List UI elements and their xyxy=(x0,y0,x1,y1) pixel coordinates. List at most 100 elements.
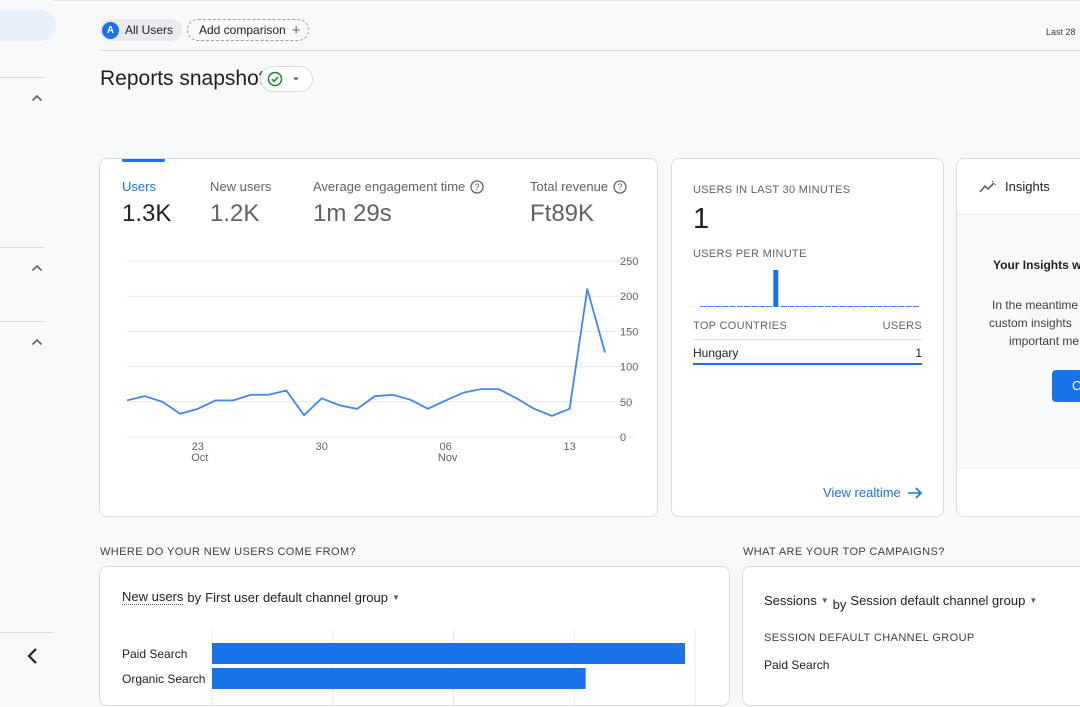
new-users-card-title: New users by First user default channel … xyxy=(122,589,400,605)
users-per-minute-chart[interactable] xyxy=(693,265,922,309)
users-series-line xyxy=(126,288,606,417)
minute-bar xyxy=(832,306,839,307)
metric-value: 1m 29s xyxy=(313,200,392,227)
insights-text: In the meantime xyxy=(992,298,1079,312)
new-users-section-heading: WHERE DO YOUR NEW USERS COME FROM? xyxy=(100,546,357,558)
metric-dropdown[interactable]: Sessions xyxy=(764,593,817,608)
minute-bar xyxy=(707,306,714,307)
insights-body xyxy=(957,215,1080,469)
minute-bar xyxy=(700,306,707,307)
view-realtime-link[interactable]: View realtime xyxy=(823,485,923,500)
insights-title: Insights xyxy=(1005,179,1050,194)
y-tick-label: 50 xyxy=(620,397,632,409)
countries-header: TOP COUNTRIES xyxy=(693,320,787,332)
bar-category-label: Organic Search xyxy=(122,672,205,686)
minute-bar xyxy=(883,306,890,307)
chevron-up-icon[interactable] xyxy=(29,90,45,106)
channel-bar xyxy=(212,643,685,664)
view-realtime-label: View realtime xyxy=(823,485,901,500)
metric-label: Users xyxy=(122,179,156,194)
minute-bar xyxy=(773,270,779,307)
table-divider xyxy=(693,339,922,340)
insights-header: Insights xyxy=(957,159,1080,215)
campaigns-card-title: Sessions ▼ by Session default channel gr… xyxy=(764,589,1037,612)
minute-bar xyxy=(854,306,861,307)
metric-tab-total-revenue[interactable]: Total revenue ? Ft89K xyxy=(530,179,627,228)
minute-bar xyxy=(795,306,802,307)
x-tick-label: 13 xyxy=(563,441,575,453)
y-tick-label: 100 xyxy=(620,362,638,374)
table-column-header: SESSION DEFAULT CHANNEL GROUP xyxy=(764,632,975,644)
minute-bar xyxy=(736,306,743,307)
metric-dropdown[interactable]: New users xyxy=(122,589,184,605)
help-icon[interactable]: ? xyxy=(613,179,627,194)
caret-down-icon: ▼ xyxy=(820,596,829,605)
users-per-minute-label: USERS PER MINUTE xyxy=(693,248,807,260)
x-tick-month-label: Nov xyxy=(438,452,458,464)
dimension-dropdown[interactable]: Session default channel group xyxy=(850,593,1026,608)
metric-tab-new-users[interactable]: New users 1.2K xyxy=(210,179,271,228)
arrow-right-icon xyxy=(907,486,922,499)
minute-bar xyxy=(714,306,721,307)
table-row-label[interactable]: Paid Search xyxy=(764,658,830,672)
country-users: 1 xyxy=(915,346,922,360)
row-value-bar xyxy=(693,363,922,365)
minute-bar xyxy=(839,306,846,307)
minute-bar xyxy=(744,306,751,307)
minute-bar xyxy=(810,306,817,307)
dimension-dropdown[interactable]: First user default channel group xyxy=(205,589,388,605)
left-nav-rail xyxy=(0,0,56,675)
x-tick-month-label: Oct xyxy=(191,452,208,464)
minute-bar xyxy=(758,306,765,307)
y-tick-label: 200 xyxy=(620,291,638,303)
minute-bar xyxy=(898,306,905,307)
nav-divider xyxy=(0,247,45,248)
segment-label: All Users xyxy=(125,23,174,37)
check-circle-icon xyxy=(267,71,283,87)
table-row[interactable]: Hungary 1 xyxy=(693,346,922,360)
nav-divider xyxy=(0,321,45,322)
x-tick-label: 06 xyxy=(440,441,452,453)
minute-bar xyxy=(868,306,875,307)
y-tick-label: 150 xyxy=(620,326,638,338)
svg-text:?: ? xyxy=(475,182,480,192)
page-title: Reports snapshot xyxy=(100,67,265,90)
metric-tab-engagement-time[interactable]: Average engagement time ? 1m 29s xyxy=(313,179,484,228)
metric-value: 1.2K xyxy=(210,200,260,227)
chevron-up-icon[interactable] xyxy=(29,260,45,276)
minute-bar xyxy=(722,306,729,307)
countries-table-header: TOP COUNTRIES USERS xyxy=(693,320,922,332)
chevron-up-icon[interactable] xyxy=(29,334,45,350)
by-text: by xyxy=(187,589,202,605)
collapse-nav-icon[interactable] xyxy=(22,645,44,667)
date-range-label[interactable]: Last 28 xyxy=(1046,27,1076,37)
metric-tab-users[interactable]: Users 1.3K xyxy=(122,179,171,228)
minute-bar xyxy=(890,306,897,307)
minute-bar xyxy=(846,306,853,307)
top-campaigns-card: Sessions ▼ by Session default channel gr… xyxy=(742,566,1080,706)
nav-divider xyxy=(0,77,45,78)
metrics-overview-card: Users 1.3K New users 1.2K Average engage… xyxy=(99,158,658,517)
svg-text:?: ? xyxy=(618,182,623,192)
insights-heading: Your Insights w xyxy=(993,258,1080,272)
metric-label: New users xyxy=(210,179,272,194)
insights-text: custom insights xyxy=(989,316,1072,330)
minute-bar xyxy=(729,306,736,307)
realtime-users-value: 1 xyxy=(693,203,710,235)
help-icon[interactable]: ? xyxy=(470,179,484,194)
minute-bar xyxy=(824,306,831,307)
add-comparison-button[interactable]: Add comparison + xyxy=(187,19,310,41)
nav-selected-item[interactable] xyxy=(0,10,56,41)
channel-bar xyxy=(212,668,586,689)
insights-create-button[interactable]: C xyxy=(1052,370,1080,402)
metric-value: 1.3K xyxy=(122,200,172,227)
users-header: USERS xyxy=(882,320,922,332)
segment-chip[interactable]: A All Users xyxy=(100,19,183,41)
insights-card: Insights Your Insights w In the meantime… xyxy=(956,158,1080,517)
segment-avatar: A xyxy=(102,21,119,39)
new-users-bar-chart[interactable]: Paid Search Organic Search xyxy=(100,567,731,707)
report-status-dropdown[interactable] xyxy=(260,66,313,92)
active-metric-indicator xyxy=(122,159,165,162)
insights-text: important me xyxy=(1009,334,1080,348)
